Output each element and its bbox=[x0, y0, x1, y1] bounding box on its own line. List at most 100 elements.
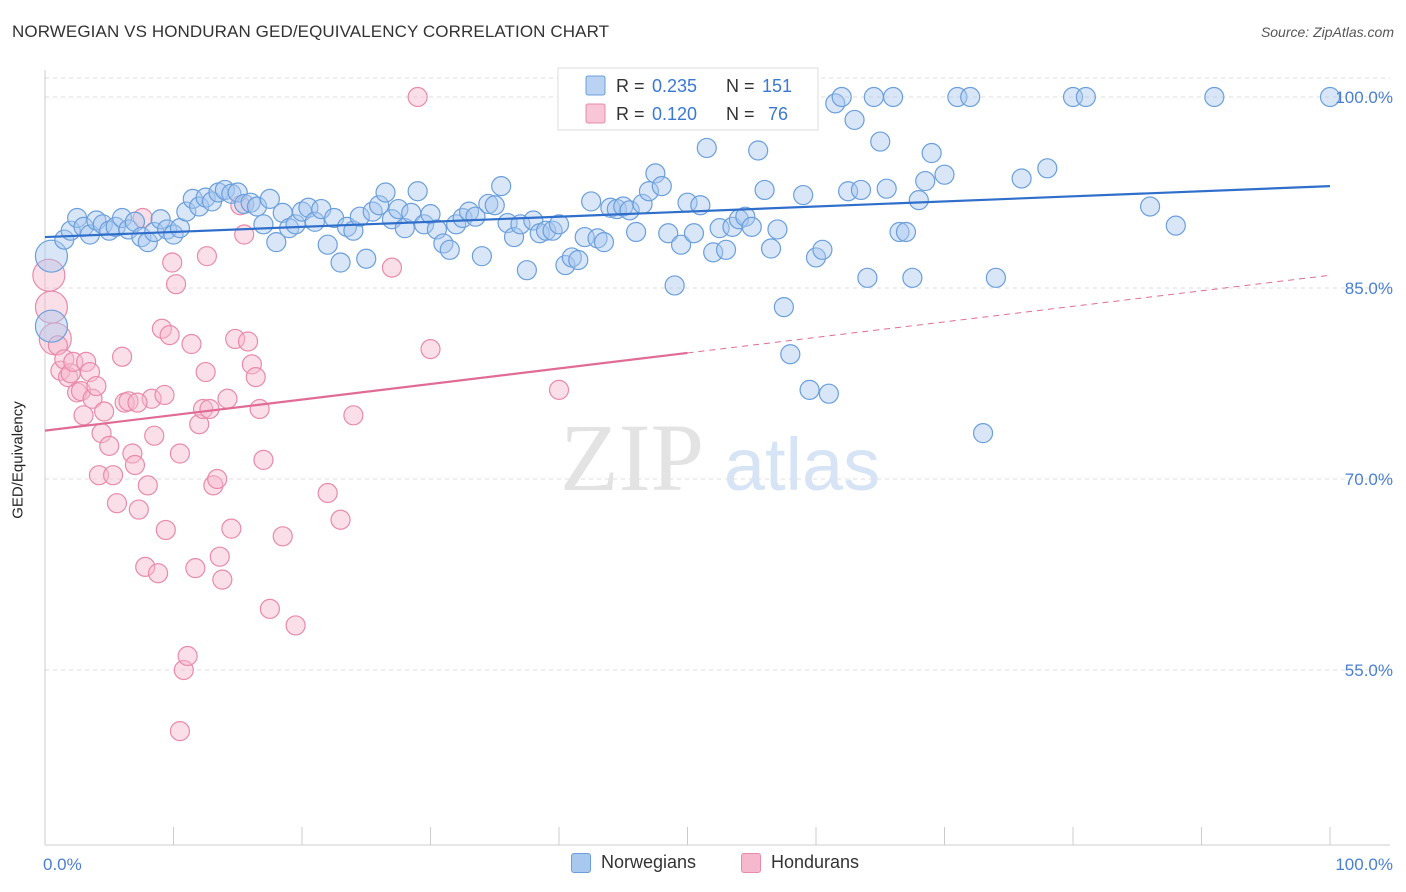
norwegian-point bbox=[111, 207, 133, 229]
honduran-point bbox=[407, 86, 428, 108]
honduran-point bbox=[237, 331, 259, 352]
norwegian-point bbox=[863, 86, 884, 108]
legend-n-value-1: 151 bbox=[762, 76, 792, 96]
norwegian-point bbox=[214, 179, 235, 201]
legend-swatch-hondurans bbox=[585, 103, 606, 124]
norwegian-point bbox=[651, 176, 672, 197]
norwegian-point bbox=[741, 216, 762, 237]
norwegian-point bbox=[638, 181, 660, 202]
honduran-point bbox=[548, 379, 570, 400]
norwegian-point bbox=[317, 234, 338, 255]
norwegian-point bbox=[780, 344, 801, 365]
norwegian-point bbox=[613, 196, 634, 217]
legend-n-label-2: N = bbox=[726, 104, 755, 124]
honduran-point bbox=[195, 361, 216, 383]
honduran-point bbox=[209, 546, 230, 567]
legend-r-value-1: 0.235 bbox=[652, 76, 697, 96]
norwegian-point bbox=[664, 275, 685, 296]
honduran-point bbox=[330, 509, 351, 530]
norwegian-point bbox=[503, 226, 525, 248]
norwegians-trend-line bbox=[44, 185, 1331, 239]
norwegian-point bbox=[773, 297, 794, 318]
honduran-point bbox=[169, 721, 191, 742]
norwegian-point bbox=[844, 109, 865, 131]
norwegian-point bbox=[921, 142, 942, 164]
norwegian-point bbox=[670, 234, 692, 255]
norwegian-point bbox=[34, 309, 69, 343]
norwegian-point bbox=[915, 170, 936, 192]
honduran-point bbox=[343, 405, 364, 426]
honduran-point bbox=[165, 274, 187, 295]
norwegian-point bbox=[253, 214, 274, 235]
norwegian-point bbox=[1075, 86, 1096, 108]
honduran-point bbox=[76, 351, 97, 372]
honduran-point bbox=[58, 367, 79, 388]
honduran-point bbox=[259, 598, 280, 619]
legend-r-label-1: R = bbox=[616, 76, 645, 96]
norwegian-point bbox=[876, 178, 897, 199]
norwegian-point bbox=[407, 181, 428, 202]
honduran-point bbox=[155, 519, 176, 541]
norwegian-point bbox=[484, 195, 505, 216]
norwegian-point bbox=[985, 267, 1007, 288]
norwegian-point bbox=[581, 191, 602, 212]
norwegian-point bbox=[902, 267, 923, 288]
norwegian-point bbox=[818, 383, 839, 404]
honduran-point bbox=[241, 354, 262, 375]
norwegian-point bbox=[195, 187, 216, 208]
honduran-point bbox=[82, 388, 103, 409]
honduran-point bbox=[159, 325, 180, 346]
norwegian-point bbox=[1319, 86, 1341, 108]
norwegian-point bbox=[150, 209, 171, 230]
honduran-point bbox=[203, 475, 224, 496]
honduran-point bbox=[212, 569, 233, 590]
honduran-point bbox=[127, 392, 148, 413]
honduran-point bbox=[272, 526, 293, 547]
norwegian-point bbox=[850, 179, 872, 201]
honduran-point bbox=[221, 518, 242, 539]
norwegian-point bbox=[683, 223, 705, 244]
honduran-point bbox=[249, 398, 270, 420]
norwegian-point bbox=[369, 195, 390, 216]
source-label: Source: ZipAtlas.com bbox=[1260, 24, 1394, 40]
norwegian-point bbox=[285, 214, 306, 235]
legend-item-hondurans[interactable]: Hondurans bbox=[741, 852, 859, 873]
honduran-point bbox=[106, 493, 128, 514]
honduran-point bbox=[192, 398, 214, 420]
norwegian-point bbox=[465, 206, 486, 227]
honduran-point bbox=[94, 401, 115, 422]
honduran-point bbox=[73, 405, 94, 426]
honduran-point bbox=[124, 454, 146, 476]
norwegian-point bbox=[356, 248, 377, 269]
norwegian-point bbox=[889, 221, 910, 243]
norwegian-point bbox=[587, 228, 608, 249]
honduran-point bbox=[245, 367, 266, 388]
chart-title: NORWEGIAN VS HONDURAN GED/EQUIVALENCY CO… bbox=[12, 22, 610, 41]
honduran-point bbox=[169, 443, 191, 464]
honduran-point bbox=[162, 252, 183, 273]
x-tick-label-min: 0.0% bbox=[43, 855, 82, 874]
legend-item-norwegians[interactable]: Norwegians bbox=[571, 852, 696, 873]
honduran-point bbox=[253, 449, 274, 470]
honduran-point bbox=[317, 482, 338, 504]
honduran-point bbox=[181, 333, 202, 355]
norwegian-point bbox=[703, 242, 724, 263]
norwegian-point bbox=[388, 198, 409, 220]
honduran-point bbox=[177, 645, 198, 667]
norwegian-point bbox=[246, 196, 268, 217]
honduran-point bbox=[137, 475, 158, 496]
honduran-point bbox=[111, 346, 133, 367]
norwegian-point bbox=[767, 219, 788, 240]
y-tick-label: 85.0% bbox=[1345, 279, 1393, 298]
hondurans-points bbox=[32, 86, 570, 742]
legend-n-value-2: 76 bbox=[768, 104, 788, 124]
legend-label-hondurans: Hondurans bbox=[771, 852, 860, 872]
honduran-point bbox=[135, 556, 156, 577]
norwegian-point bbox=[748, 140, 769, 161]
norwegian-point bbox=[696, 137, 717, 159]
honduran-point bbox=[207, 468, 228, 490]
norwegian-point bbox=[593, 232, 615, 253]
norwegian-point bbox=[1139, 196, 1161, 217]
axes bbox=[44, 70, 1390, 846]
tick-labels: 55.0% 70.0% 85.0% 100.0% 0.0% 100.0% bbox=[43, 88, 1393, 874]
